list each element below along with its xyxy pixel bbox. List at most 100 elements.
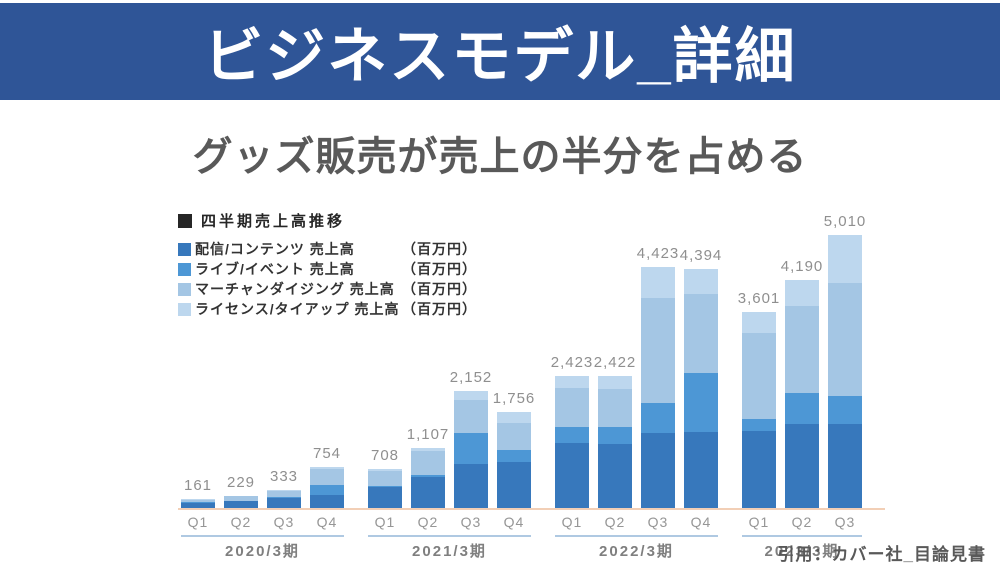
fiscal-year-underline <box>742 535 862 537</box>
bar-total-label: 3,601 <box>737 289 781 307</box>
bars-area: 161 229 333 754 708 1,107 2,152 1,756 2,423 2,422… <box>181 213 865 508</box>
legend-unit-label: （百万円） <box>402 281 477 297</box>
bar-segment <box>828 283 862 396</box>
bar-segment <box>598 389 632 428</box>
quarter-labels: Q1 Q2 Q3 Q4 <box>555 514 718 530</box>
bar-2023-Q1: 3,601 <box>738 290 779 508</box>
quarter-tick-label: Q2 <box>791 514 813 530</box>
legend-item-3: ライセンス/タイアップ 売上高 （百万円） <box>178 299 477 319</box>
bar-segment <box>310 485 344 495</box>
bar-segment <box>181 499 215 503</box>
bar-segment <box>181 502 215 508</box>
bar-total-label: 4,190 <box>780 257 824 275</box>
bar-segment <box>267 489 301 491</box>
bar-segment <box>555 427 589 443</box>
legend-unit-label: （百万円） <box>402 261 477 277</box>
quarter-tick-label: Q3 <box>273 514 295 530</box>
bar-segment <box>310 468 344 485</box>
fiscal-year-label: 2023/3期 <box>764 543 840 560</box>
bar-total-label: 333 <box>269 467 299 485</box>
bar-segment <box>555 442 589 508</box>
bar-segment <box>828 423 862 508</box>
title-banner: ビジネスモデル_詳細 <box>0 3 1000 100</box>
bar-2022-Q1: 2,423 <box>551 354 592 508</box>
bar-segment <box>368 485 402 487</box>
axis-group-2022/3期: Q1 Q2 Q3 Q4 2022/3期 <box>555 514 718 561</box>
axis-group-2023/3期: Q1 Q2 Q3 2023/3期 <box>742 514 862 561</box>
bar-segment <box>368 469 402 472</box>
bar-total-label: 708 <box>370 447 400 465</box>
bar-segment <box>267 498 301 508</box>
legend-item-0: 配信/コンテンツ 売上高 （百万円） <box>178 239 477 259</box>
bar-segment <box>454 463 488 508</box>
legend-item-2: マーチャンダイジング 売上高 （百万円） <box>178 279 477 299</box>
quarter-labels: Q1 Q2 Q3 Q4 <box>368 514 531 530</box>
bar-segment <box>684 268 718 294</box>
legend-items: 配信/コンテンツ 売上高 （百万円） ライブ/イベント 売上高 （百万円） マーチャンダ… <box>178 239 477 319</box>
bar-total-label: 754 <box>312 445 342 463</box>
bar-segment <box>684 373 718 432</box>
bar-2020-Q2: 229 <box>224 474 258 508</box>
bar-segment <box>742 430 776 508</box>
axis-group-2021/3期: Q1 Q2 Q3 Q4 2021/3期 <box>368 514 531 561</box>
quarter-tick-label: Q3 <box>647 514 669 530</box>
bar-segment <box>497 422 531 450</box>
bar-segment <box>641 267 675 299</box>
axis-group-2020/3期: Q1 Q2 Q3 Q4 2020/3期 <box>181 514 344 561</box>
chart-plot: 161 229 333 754 708 1,107 2,152 1,756 2,423 2,422… <box>178 213 885 561</box>
x-axis-labels: Q1 Q2 Q3 Q4 2020/3期 Q1 Q2 Q3 Q4 2021/3期 Q1 Q2 Q3 Q4 20… <box>181 514 862 561</box>
bar-segment <box>785 305 819 393</box>
bar-segment <box>785 423 819 508</box>
bar-2020-Q3: 333 <box>267 468 301 508</box>
legend-item-1: ライブ/イベント 売上高 （百万円） <box>178 259 477 279</box>
bar-segment <box>785 392 819 424</box>
bar-segment <box>411 447 445 451</box>
bar-segment <box>598 443 632 508</box>
bar-segment <box>267 497 301 499</box>
bar-total-label: 1,107 <box>406 425 450 443</box>
legend-swatch-icon <box>178 302 191 316</box>
bar-total-label: 2,152 <box>449 368 493 386</box>
legend-title-row: 四半期売上高推移 <box>178 210 477 231</box>
page-title: ビジネスモデル_詳細 <box>203 23 797 90</box>
x-axis-line <box>178 508 885 510</box>
bar-segment <box>641 298 675 404</box>
legend-swatch-icon <box>178 242 191 256</box>
bar-2023-Q3: 5,010 <box>824 213 865 508</box>
bar-segment <box>598 376 632 390</box>
chart-title: 四半期売上高推移 <box>201 213 346 230</box>
subtitle: グッズ販売が売上の半分を占める <box>192 135 808 179</box>
bar-segment <box>310 495 344 508</box>
bar-segment <box>224 501 258 508</box>
bar-segment <box>785 279 819 306</box>
bar-segment <box>742 311 776 333</box>
quarter-tick-label: Q4 <box>503 514 525 530</box>
bar-group-2020/3期: 161 229 333 754 <box>181 445 344 508</box>
quarter-tick-label: Q3 <box>834 514 856 530</box>
bar-total-label: 161 <box>183 477 213 495</box>
bar-segment <box>224 496 258 501</box>
legend-unit-label: （百万円） <box>402 301 477 317</box>
quarter-tick-label: Q1 <box>374 514 396 530</box>
quarter-tick-label: Q2 <box>230 514 252 530</box>
bar-segment <box>555 375 589 389</box>
quarter-labels: Q1 Q2 Q3 Q4 <box>181 514 344 530</box>
bar-2021-Q2: 1,107 <box>407 426 448 508</box>
bar-segment <box>555 388 589 428</box>
bar-segment <box>641 432 675 508</box>
quarter-tick-label: Q2 <box>604 514 626 530</box>
bar-2022-Q3: 4,423 <box>637 245 678 508</box>
bar-group-2021/3期: 708 1,107 2,152 1,756 <box>368 369 534 508</box>
bar-segment <box>497 450 531 462</box>
chart-legend: 四半期売上高推移 配信/コンテンツ 売上高 （百万円） ライブ/イベント 売上高 （百… <box>178 210 477 319</box>
bar-segment <box>742 332 776 420</box>
fiscal-year-label: 2021/3期 <box>412 543 487 560</box>
bar-segment <box>224 495 258 497</box>
bar-segment <box>828 395 862 424</box>
bar-segment <box>454 390 488 401</box>
quarter-tick-label: Q4 <box>316 514 338 530</box>
quarter-tick-label: Q1 <box>187 514 209 530</box>
quarter-tick-label: Q1 <box>748 514 770 530</box>
bar-group-2022/3期: 2,423 2,422 4,423 4,394 <box>551 245 721 508</box>
